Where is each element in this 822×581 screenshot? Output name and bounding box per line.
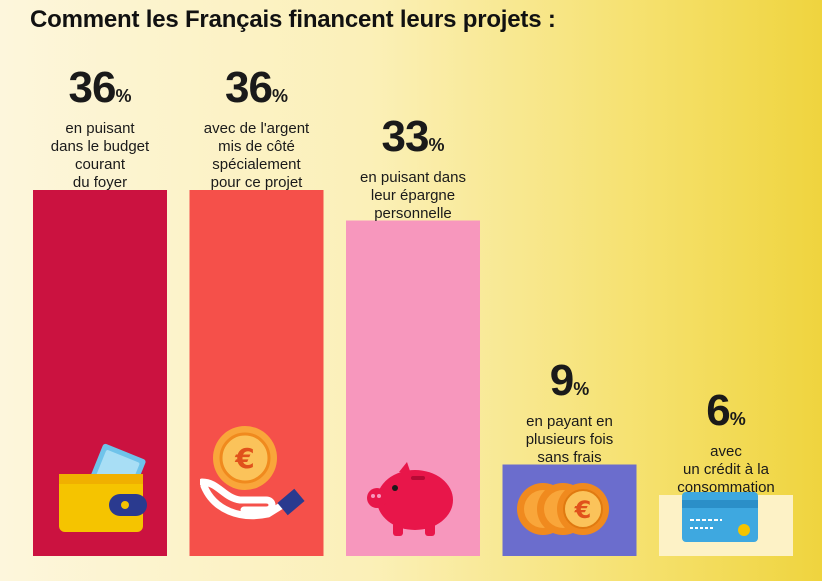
- category-label-line: un crédit à la: [683, 461, 769, 478]
- chart-title: Comment les Français financent leurs pro…: [30, 6, 556, 33]
- value-unit: %: [271, 86, 288, 106]
- category-label-line: avec de l'argent: [203, 120, 310, 137]
- category-label-line: dans le budget: [50, 138, 150, 155]
- category-label-line: courant: [74, 156, 126, 173]
- value-number: 9: [549, 355, 575, 405]
- bar-label-2: 36% avec de l'argent mis de côté spécialeme…: [190, 66, 324, 192]
- value-number: 36: [68, 63, 117, 112]
- bar-label-5: 6% avec un crédit à la consommation: [659, 389, 793, 497]
- category-label-line: consommation: [677, 479, 775, 496]
- data-label-value: 33%: [346, 111, 480, 167]
- value-number: 6: [706, 386, 731, 435]
- data-label-value: 9%: [503, 355, 637, 411]
- category-label: avec de l'argent mis de côté spécialement p…: [190, 120, 324, 192]
- data-label-value: 36%: [33, 66, 167, 118]
- category-label-line: personnelle: [374, 204, 452, 222]
- wallet-icon: [59, 443, 147, 532]
- data-label-value: 36%: [190, 66, 324, 118]
- category-label-line: spécialement: [212, 156, 301, 173]
- svg-text:€: €: [574, 496, 592, 524]
- value-number: 33: [381, 111, 430, 161]
- value-unit: %: [729, 409, 746, 429]
- value-number: 36: [225, 63, 273, 112]
- category-label: en puisant dans leur épargne personnelle: [346, 169, 480, 223]
- category-label-line: en payant en: [526, 412, 613, 430]
- value-unit: %: [115, 86, 132, 106]
- category-label-line: sans frais: [537, 448, 602, 466]
- category-label-line: mis de côté: [218, 138, 295, 155]
- value-unit: %: [573, 378, 590, 399]
- category-label-line: plusieurs fois: [525, 430, 614, 448]
- bar-label-1: 36% en puisant dans le budget courant du foy…: [33, 66, 167, 192]
- category-label-line: leur épargne: [370, 186, 456, 204]
- category-label: en payant en plusieurs fois sans frais: [503, 413, 637, 467]
- bar-label-4: 9% en payant en plusieurs fois sans frais: [503, 355, 637, 467]
- credit-card-icon: [682, 492, 758, 542]
- category-label-line: pour ce projet: [210, 174, 303, 191]
- category-label-line: du foyer: [72, 174, 128, 191]
- data-label-value: 6%: [659, 389, 793, 441]
- value-unit: %: [428, 134, 445, 155]
- category-label-line: en puisant: [65, 120, 135, 137]
- svg-text:€: €: [234, 442, 254, 475]
- piggy-bank-icon: [367, 462, 453, 536]
- category-label-line: en puisant dans: [360, 168, 466, 186]
- category-label-line: avec: [710, 443, 742, 460]
- hand-coin-icon: €: [200, 426, 305, 520]
- bar-label-3: 33% en puisant dans leur épargne personnell…: [346, 111, 480, 223]
- coins-icon: €: [517, 483, 609, 535]
- category-label: en puisant dans le budget courant du foyer: [33, 120, 167, 192]
- category-label: avec un crédit à la consommation: [659, 443, 793, 497]
